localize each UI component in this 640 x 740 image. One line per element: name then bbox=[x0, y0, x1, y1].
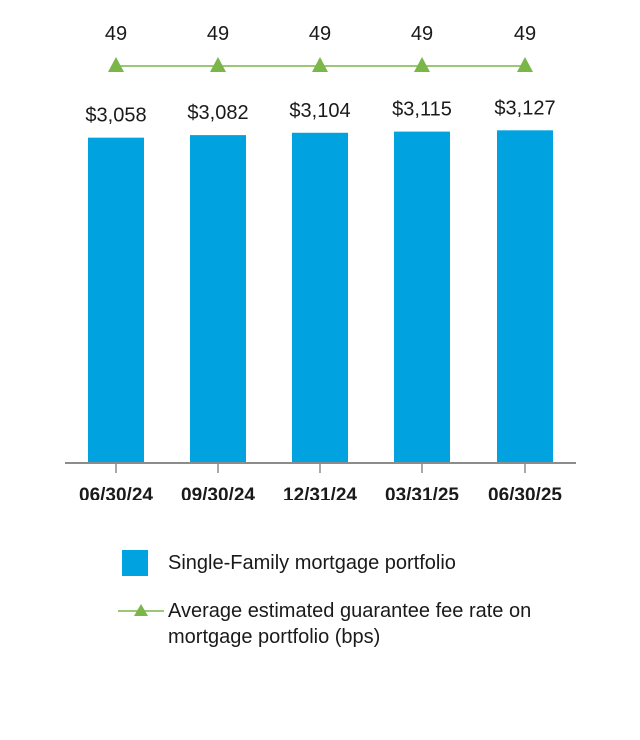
legend-label-fee-rate: Average estimated guarantee fee rate on … bbox=[168, 600, 532, 648]
legend-bar-swatch bbox=[122, 550, 148, 576]
fee-rate-point-0 bbox=[108, 57, 124, 72]
bar-2 bbox=[292, 132, 348, 463]
fee-rate-label-3: 49 bbox=[411, 23, 433, 45]
bar-value-label-1: $3,082 bbox=[187, 102, 248, 124]
legend-line-triangle-icon bbox=[118, 604, 164, 616]
fee-rate-label-0: 49 bbox=[105, 23, 127, 45]
bar-4 bbox=[497, 130, 553, 463]
legend-label-portfolio: Single-Family mortgage portfolio bbox=[168, 552, 456, 574]
x-tick-label-2: 12/31/24 bbox=[283, 485, 357, 500]
fee-rate-point-3 bbox=[414, 57, 430, 72]
bar-0 bbox=[88, 137, 144, 463]
legend-item-portfolio: Single-Family mortgage portfolio bbox=[118, 550, 618, 576]
x-tick-label-3: 03/31/25 bbox=[385, 485, 459, 500]
bar-value-label-3: $3,115 bbox=[392, 99, 452, 121]
fee-rate-label-4: 49 bbox=[514, 23, 536, 45]
fee-rate-point-1 bbox=[210, 57, 226, 72]
fee-rate-point-2 bbox=[312, 57, 328, 72]
x-tick-label-1: 09/30/24 bbox=[181, 485, 255, 500]
x-tick-label-4: 06/30/25 bbox=[488, 485, 562, 500]
chart: $3,058 $3,082 $3,104 $3,115 $3,127 06/30/24 09… bbox=[65, 23, 576, 500]
legend: Single-Family mortgage portfolio Average… bbox=[118, 550, 618, 672]
x-tick-label-0: 06/30/24 bbox=[79, 485, 153, 500]
legend-item-fee-rate: Average estimated guarantee fee rate on … bbox=[118, 598, 618, 650]
fee-rate-label-2: 49 bbox=[309, 23, 331, 45]
bar-value-label-2: $3,104 bbox=[289, 100, 350, 122]
bar-1 bbox=[190, 135, 246, 464]
fee-rate-point-4 bbox=[517, 57, 533, 72]
bar-3 bbox=[394, 131, 450, 463]
bar-value-label-0: $3,058 bbox=[85, 105, 146, 127]
bar-value-label-4: $3,127 bbox=[494, 97, 555, 119]
fee-rate-label-1: 49 bbox=[207, 23, 229, 45]
